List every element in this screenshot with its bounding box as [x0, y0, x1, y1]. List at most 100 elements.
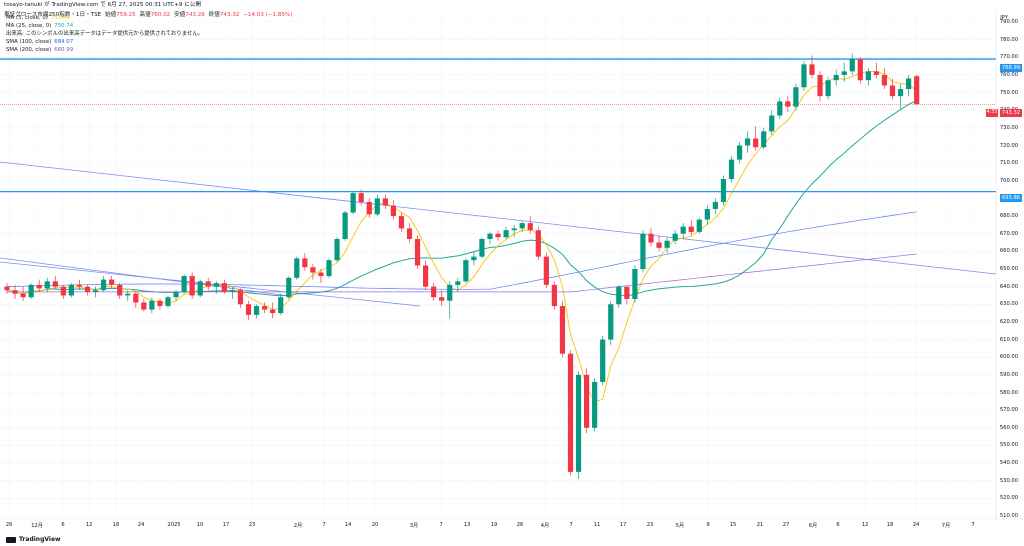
candle-body [753, 138, 759, 148]
time-tick: 18 [886, 522, 894, 528]
candle-body [20, 293, 26, 298]
candle-down [809, 55, 815, 79]
time-tick: 6 [61, 522, 65, 528]
candle-body [769, 115, 775, 132]
candle-down [688, 219, 694, 236]
price-tick: 720.00 [999, 142, 1018, 149]
candle-up [592, 378, 598, 432]
candle-up [777, 97, 783, 120]
price-tick: 560.00 [999, 424, 1018, 431]
candle-down [406, 223, 413, 243]
price-tick: 520.00 [999, 495, 1018, 502]
candle-body [92, 290, 99, 292]
candle-up [696, 217, 702, 234]
time-tick: 5月 [675, 523, 685, 529]
indicator-value: 753.64 [50, 15, 70, 21]
candle-down [431, 283, 437, 301]
candle-body [141, 302, 147, 310]
time-tick: 6 [836, 522, 840, 528]
price-tick: 510.00 [999, 513, 1018, 519]
candle-up [173, 290, 179, 301]
candle-down [4, 283, 10, 294]
tradingview-logo[interactable]: TradingView [6, 536, 61, 543]
candle-up [736, 141, 743, 164]
candle-down [584, 367, 590, 434]
time-tick: 13 [463, 522, 471, 528]
candle-down [648, 228, 654, 247]
candle-up [769, 110, 775, 135]
candle-down [109, 276, 115, 289]
candle-down [133, 291, 139, 308]
candle-body [439, 297, 445, 301]
indicator-row[interactable]: MA (25, close, 0) 750.74 [6, 23, 73, 30]
time-tick: 14 [344, 522, 352, 528]
time-tick: 24 [137, 522, 145, 528]
candle-down [423, 260, 429, 291]
time-tick: 12 [85, 522, 93, 528]
candle-body [664, 240, 670, 248]
ma5-line [6, 70, 917, 403]
price-tick: 770.00 [999, 54, 1018, 61]
candle-up [704, 205, 710, 225]
candle-up [278, 293, 284, 315]
sma100-line [6, 211, 917, 290]
last-price-badge: 743.32 [1000, 109, 1022, 117]
candle-up [197, 279, 203, 298]
candle-body [463, 260, 469, 282]
candle-down [527, 216, 533, 234]
candle-body [278, 297, 284, 314]
time-tick: 3月 [409, 523, 419, 529]
time-tick: 2月 [293, 523, 303, 529]
price-tick: 750.00 [999, 89, 1018, 96]
currency-label: JPY [1000, 15, 1008, 21]
publisher-line: tosayo-tanuki が TradingView.com で 6月 27,… [4, 2, 202, 8]
candle-body [656, 242, 662, 248]
candle-down [914, 74, 920, 105]
candle-up [326, 258, 332, 278]
candle-body [736, 145, 743, 160]
candle-down [358, 189, 364, 206]
candle-up [608, 300, 614, 345]
candle-body [584, 374, 590, 428]
close-label: 終値 [208, 12, 220, 18]
candle-up [181, 274, 187, 294]
candle-up [334, 237, 340, 262]
candle-body [117, 284, 123, 296]
candle-down [157, 298, 163, 310]
candle-body [84, 286, 91, 292]
indicator-row[interactable]: SMA (100, close) 684.07 [6, 39, 73, 46]
price-tick: 530.00 [999, 477, 1018, 484]
candle-body [495, 233, 501, 238]
candle-up [616, 284, 622, 308]
symbol-name[interactable]: 東証グロース市場250指数・1日・TSE [4, 12, 102, 18]
time-tick: 7 [322, 522, 326, 528]
candle-down [567, 350, 574, 476]
time-tick: 7 [971, 522, 975, 528]
candle-up [511, 224, 517, 238]
candle-up [865, 67, 871, 86]
candle-body [326, 260, 332, 277]
indicator-row[interactable]: 出来高: このシンボルの出来高データはデータ提供元から提供されておりません。 [6, 31, 206, 38]
candle-up [165, 295, 171, 308]
candle-down [20, 286, 26, 301]
indicator-row[interactable]: MA (5, close, 0) 753.64 [6, 15, 70, 22]
candle-down [382, 194, 388, 210]
candle-up [672, 230, 678, 245]
price-tick: 660.00 [999, 248, 1018, 255]
candle-down [36, 279, 42, 292]
candle-down [302, 253, 308, 271]
candle-body [157, 300, 163, 307]
candle-up [44, 277, 50, 292]
candle-body [36, 284, 42, 289]
candle-up [906, 74, 912, 97]
time-tick: 12月 [31, 523, 43, 529]
candle-up [342, 210, 348, 241]
candle-down [543, 253, 549, 289]
candle-up [793, 83, 799, 111]
indicator-row[interactable]: SMA (200, close) 660.99 [6, 47, 73, 54]
candle-body [205, 281, 211, 287]
candle-body [777, 101, 783, 116]
chart-legend: tosayo-tanuki が TradingView.com で 6月 27,… [4, 2, 293, 19]
candle-down [559, 300, 566, 358]
